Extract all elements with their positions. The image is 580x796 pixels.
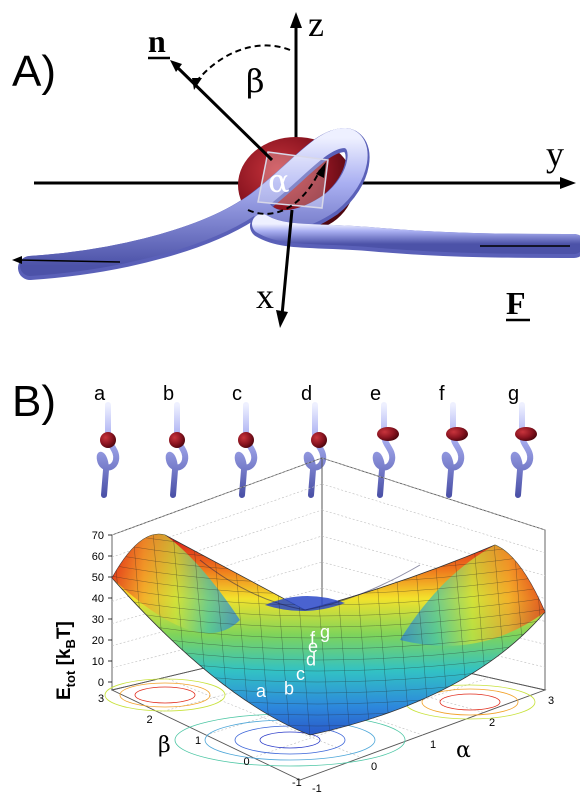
z-tick-label: 40 (92, 593, 104, 605)
z-tick-label: 50 (92, 572, 104, 584)
path-letter-a: a (256, 681, 267, 701)
beta-tick-label: 0 (244, 756, 250, 768)
mesh-line (112, 606, 545, 628)
x-axis-arrowhead (276, 310, 288, 328)
conformation-tube-b (165, 402, 189, 498)
z-tick-label: 30 (92, 614, 104, 626)
z-tick-label: 70 (92, 530, 104, 542)
alpha-tick-label: 2 (489, 717, 495, 729)
mesh-line (552, 520, 572, 760)
z-tick-label: 0 (98, 677, 104, 689)
x-axis-label: x (256, 276, 274, 316)
tube-right (252, 214, 580, 254)
y-axis-label: y (546, 134, 564, 174)
normal-vector (174, 64, 274, 162)
conformation-bead-d (311, 432, 327, 448)
beta-tick-label: 2 (147, 714, 153, 726)
conformation-label-g: g (508, 383, 519, 405)
conformation-bead-b (169, 432, 185, 448)
x-axis (280, 209, 294, 316)
mesh-line (112, 595, 545, 617)
conformation-tube-g (510, 402, 534, 498)
path-letter-g: g (320, 622, 330, 642)
force-arrow-left (17, 259, 121, 263)
z-axis-arrowhead (290, 12, 302, 28)
conformation-label-e: e (370, 383, 381, 405)
beta-arc (195, 44, 291, 83)
conformation-bead-f (446, 427, 468, 441)
conformation-tube-e (372, 402, 396, 498)
path-letter-b: b (284, 679, 294, 699)
alpha-tick-label: -1 (312, 783, 322, 795)
grid-line-right-wall (321, 457, 546, 531)
mesh-line (531, 534, 545, 735)
beta-tick-label: 1 (195, 735, 201, 747)
path-letter-e: e (308, 637, 318, 657)
beta-ticks: 3 2 1 0 -1 (98, 693, 302, 789)
normal-vector-head (170, 60, 182, 72)
force-label: F (506, 285, 526, 321)
beta-tick-label: 3 (98, 693, 104, 705)
conformation-label-f: f (439, 383, 445, 405)
conformation-tube-c (234, 402, 258, 498)
conformation-bead-c (238, 432, 254, 448)
surface-saddle (265, 595, 345, 612)
panel-a-label: A) (12, 47, 56, 96)
path-letter-c: c (296, 664, 305, 684)
tube-loop (20, 127, 368, 276)
surface-left-ridge (112, 534, 240, 634)
conformation-tube-a (96, 402, 120, 498)
alpha-arc-head (316, 162, 326, 178)
conformation-tube-f (441, 402, 465, 498)
grid-line-floor (164, 677, 362, 758)
alpha-axis-label: α (456, 738, 471, 763)
conformation-bead-a (100, 432, 116, 448)
conformation-label-a: a (94, 383, 106, 405)
beta-tick-label: -1 (292, 777, 302, 789)
alpha-tick-label: 1 (430, 739, 436, 751)
alpha-plane (257, 151, 329, 209)
conformation-label-b: b (163, 383, 174, 405)
conformation-tube-d (303, 402, 327, 498)
alpha-label: α (268, 162, 290, 200)
surface-ridge-line (199, 559, 421, 611)
beta-axis-label: β (158, 733, 171, 758)
y-axis-arrowhead (560, 177, 576, 189)
alpha-tick-label: 0 (371, 761, 377, 773)
beta-arc-head (192, 78, 202, 90)
path-letter-d: d (306, 649, 316, 669)
conformation-bead-e (377, 427, 399, 441)
grid-line-left-wall (111, 457, 323, 536)
force-arrow-left-head (12, 256, 22, 264)
z-axis-label: z (308, 4, 324, 44)
panel-a: A) z y x α n (12, 4, 580, 328)
z-ticks: 0 10 20 30 40 50 60 70 (92, 530, 112, 689)
z-tick-label: 60 (92, 551, 104, 563)
path-letter-f: f (310, 628, 316, 648)
panel-b-label: B) (12, 377, 56, 426)
alpha-ticks: -1 0 1 2 3 (312, 695, 554, 795)
normal-label: n (148, 23, 166, 59)
alpha-tick-label: 3 (548, 695, 554, 707)
conformation-row: a b c d e f g (94, 383, 537, 498)
conformation-bead-g (515, 427, 537, 441)
grid-line-right-wall (321, 483, 546, 554)
z-tick-label: 20 (92, 635, 104, 647)
conformation-label-c: c (232, 383, 242, 405)
beta-label: β (246, 62, 265, 100)
z-axis-title: Etot [kBT] (54, 621, 78, 700)
z-tick-label: 10 (92, 656, 104, 668)
conformation-label-d: d (301, 383, 312, 405)
